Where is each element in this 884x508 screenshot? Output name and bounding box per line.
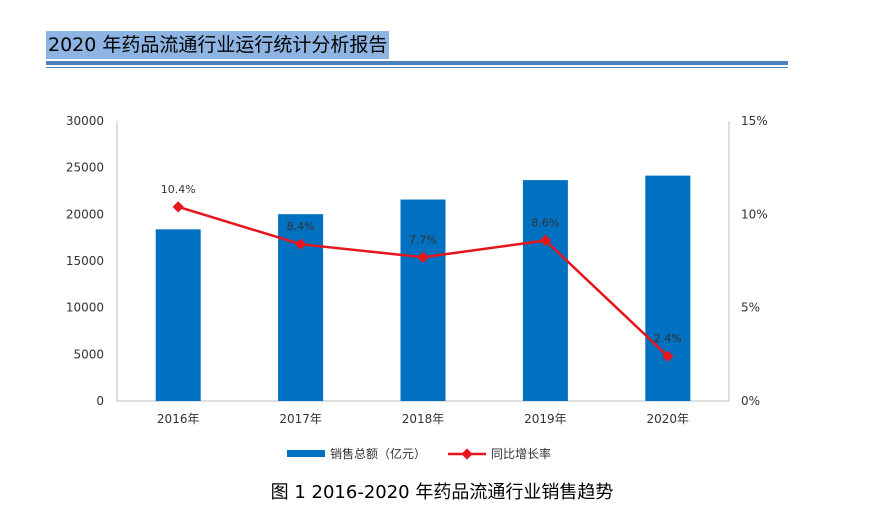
- header-rule-thick: [46, 61, 788, 65]
- right-tick-label: 15%: [741, 114, 768, 128]
- left-tick-label: 30000: [66, 114, 104, 128]
- growth-line-group: 10.4% 8.4% 7.7% 8.6% 2.4%: [161, 183, 682, 362]
- growth-point-2020年: [662, 350, 674, 362]
- growth-point-2016年: [172, 201, 184, 213]
- growth-data-label: 2.4%: [654, 332, 682, 345]
- x-tick-labels: 2016年 2017年 2018年 2019年 2020年: [157, 412, 689, 426]
- growth-data-label: 10.4%: [161, 183, 196, 196]
- left-tick-label: 20000: [66, 207, 104, 221]
- left-tick-label: 10000: [66, 301, 104, 315]
- right-axis-ticks: 0% 5% 10% 15%: [741, 114, 768, 408]
- right-tick-label: 5%: [741, 301, 760, 315]
- growth-data-label: 7.7%: [409, 233, 437, 246]
- growth-data-label: 8.6%: [531, 216, 559, 229]
- left-axis-ticks: 0 5000 10000 15000 20000 25000 30000: [66, 114, 104, 408]
- left-tick-label: 25000: [66, 161, 104, 175]
- header-rule-thin: [46, 67, 788, 68]
- growth-point-2019年: [539, 234, 552, 247]
- left-tick-label: 5000: [73, 347, 104, 361]
- figure-caption: 图 1 2016-2020 年药品流通行业销售趋势: [270, 482, 614, 503]
- bars: [155, 175, 691, 401]
- legend-line-marker: [461, 448, 473, 460]
- left-tick-label: 0: [96, 394, 104, 408]
- x-tick-label: 2016年: [157, 412, 200, 426]
- growth-point-2018年: [417, 251, 429, 263]
- report-title: 2020 年药品流通行业运行统计分析报告: [46, 31, 390, 59]
- bar-2018年: [400, 199, 446, 401]
- growth-point-2017年: [294, 238, 307, 250]
- bar-2019年: [522, 180, 568, 401]
- growth-data-label: 8.4%: [287, 220, 315, 233]
- bar-2020年: [645, 175, 691, 401]
- legend-bar-label: 销售总额（亿元）: [330, 446, 426, 461]
- bar-2016年: [155, 229, 201, 401]
- legend-line-label: 同比增长率: [491, 446, 551, 461]
- x-tick-label: 2019年: [524, 412, 567, 426]
- x-tick-label: 2018年: [402, 412, 445, 426]
- legend-bar-swatch: [287, 450, 325, 457]
- x-tick-label: 2020年: [647, 412, 690, 426]
- legend: 销售总额（亿元） 同比增长率: [287, 446, 551, 461]
- x-tick-label: 2017年: [279, 412, 322, 426]
- sales-trend-chart: 0 5000 10000 15000 20000 25000 30000 0% 5% 10% 15…: [66, 114, 768, 461]
- right-tick-label: 10%: [741, 207, 768, 221]
- right-tick-label: 0%: [741, 394, 760, 408]
- left-tick-label: 15000: [66, 254, 104, 268]
